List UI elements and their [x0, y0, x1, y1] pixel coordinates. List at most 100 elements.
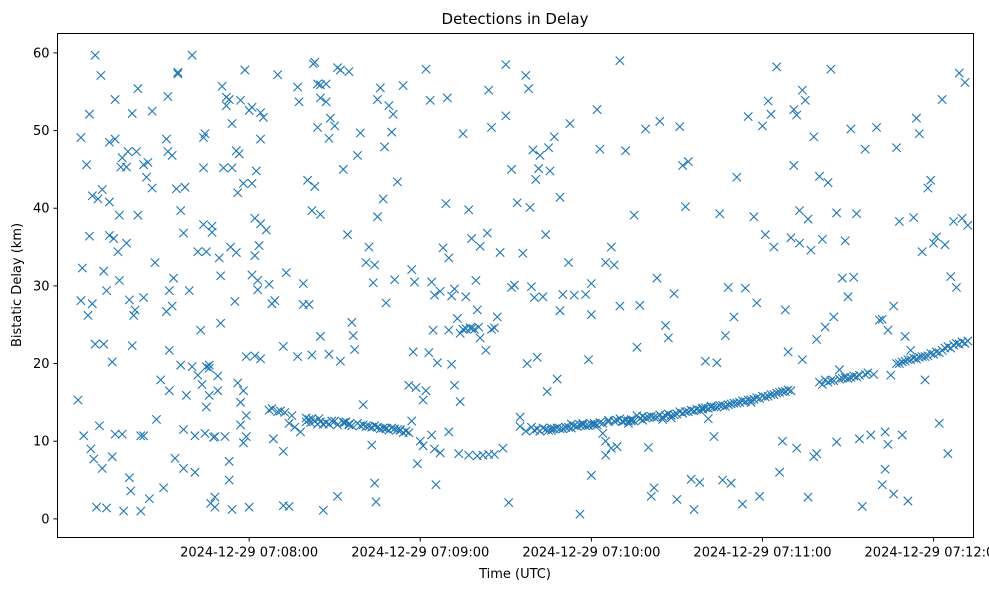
data-point-marker — [726, 478, 736, 488]
data-point-marker — [794, 205, 805, 216]
data-point-marker — [312, 79, 323, 89]
data-point-marker — [963, 220, 973, 230]
data-point-marker — [780, 305, 790, 315]
data-point-marker — [247, 102, 257, 112]
data-point-marker — [515, 412, 525, 422]
data-point-marker — [672, 494, 682, 505]
data-point-marker — [489, 323, 499, 333]
data-point-marker — [943, 449, 953, 459]
data-point-marker — [441, 198, 451, 209]
data-point-marker — [264, 279, 274, 289]
data-point-marker — [521, 70, 531, 81]
data-point-marker — [612, 442, 622, 452]
data-point-marker — [546, 425, 557, 435]
data-point-marker — [258, 112, 268, 122]
data-point-marker — [287, 410, 297, 421]
data-point-marker — [147, 106, 157, 116]
data-point-marker — [235, 420, 246, 430]
data-point-marker — [923, 183, 933, 193]
data-point-marker — [920, 375, 930, 385]
y-tick-label: 30 — [33, 279, 50, 294]
data-point-marker — [235, 95, 246, 105]
data-point-marker — [281, 268, 291, 278]
data-point-marker — [278, 341, 288, 352]
data-point-marker — [911, 354, 922, 364]
data-point-marker — [425, 95, 435, 105]
data-point-marker — [720, 331, 730, 341]
data-point-marker — [139, 160, 149, 170]
data-point-marker — [834, 365, 845, 375]
data-point-marker — [167, 150, 177, 161]
data-point-marker — [475, 241, 485, 251]
data-point-marker — [213, 371, 223, 381]
data-point-marker — [97, 185, 107, 195]
data-point-marker — [877, 480, 887, 490]
data-point-marker — [449, 380, 460, 390]
data-point-marker — [178, 463, 189, 473]
data-point-marker — [466, 324, 477, 334]
data-point-marker — [335, 65, 345, 75]
data-point-marker — [218, 163, 229, 173]
data-point-marker — [384, 101, 394, 111]
data-point-marker — [504, 497, 514, 508]
x-tick-label: 2024-12-29 07:08:00 — [180, 546, 318, 561]
data-point-marker — [678, 408, 688, 418]
data-point-marker — [97, 463, 107, 473]
data-point-marker — [250, 251, 260, 261]
data-point-marker — [380, 142, 390, 152]
data-point-marker — [461, 292, 471, 302]
data-point-marker — [187, 50, 197, 60]
data-point-marker — [315, 93, 326, 103]
data-point-marker — [371, 497, 381, 507]
data-point-marker — [231, 247, 241, 258]
data-point-marker — [127, 108, 137, 119]
data-point-marker — [114, 275, 124, 286]
data-point-marker — [803, 214, 813, 224]
data-point-marker — [794, 238, 805, 248]
data-point-marker — [421, 386, 431, 396]
data-point-marker — [163, 91, 173, 101]
data-point-marker — [107, 357, 117, 367]
data-point-marker — [409, 277, 420, 287]
data-point-marker — [241, 410, 251, 421]
data-point-marker — [119, 506, 129, 516]
data-point-marker — [238, 438, 249, 448]
data-point-marker — [509, 280, 519, 290]
data-point-marker — [712, 402, 722, 412]
data-point-marker — [814, 171, 825, 181]
data-point-marker — [717, 475, 728, 485]
data-point-marker — [429, 290, 440, 300]
data-point-marker — [133, 84, 143, 94]
data-point-marker — [264, 405, 274, 415]
data-point-marker — [518, 248, 528, 258]
data-point-marker — [792, 443, 802, 453]
data-point-marker — [444, 427, 454, 437]
data-point-marker — [77, 263, 87, 273]
data-point-marker — [917, 247, 927, 257]
data-point-marker — [412, 459, 422, 469]
data-point-marker — [783, 385, 793, 395]
data-point-marker — [629, 416, 639, 426]
data-point-marker — [543, 143, 554, 153]
data-point-marker — [583, 355, 594, 365]
data-point-marker — [549, 132, 559, 142]
data-point-marker — [797, 85, 807, 95]
data-point-marker — [96, 70, 106, 81]
data-point-marker — [920, 351, 930, 362]
data-point-marker — [894, 216, 904, 227]
data-point-marker — [786, 386, 796, 396]
y-tick-label: 20 — [33, 357, 50, 372]
data-point-marker — [216, 271, 226, 281]
data-point-marker — [318, 505, 328, 515]
data-point-marker — [783, 347, 793, 357]
data-point-marker — [303, 175, 313, 185]
data-point-marker — [655, 116, 665, 126]
data-point-marker — [506, 164, 517, 174]
data-point-marker — [454, 449, 464, 459]
data-point-marker — [524, 84, 534, 94]
data-point-marker — [817, 379, 827, 390]
data-point-marker — [963, 336, 973, 346]
data-point-marker — [280, 407, 290, 418]
data-point-marker — [253, 285, 263, 295]
data-point-marker — [358, 420, 368, 430]
